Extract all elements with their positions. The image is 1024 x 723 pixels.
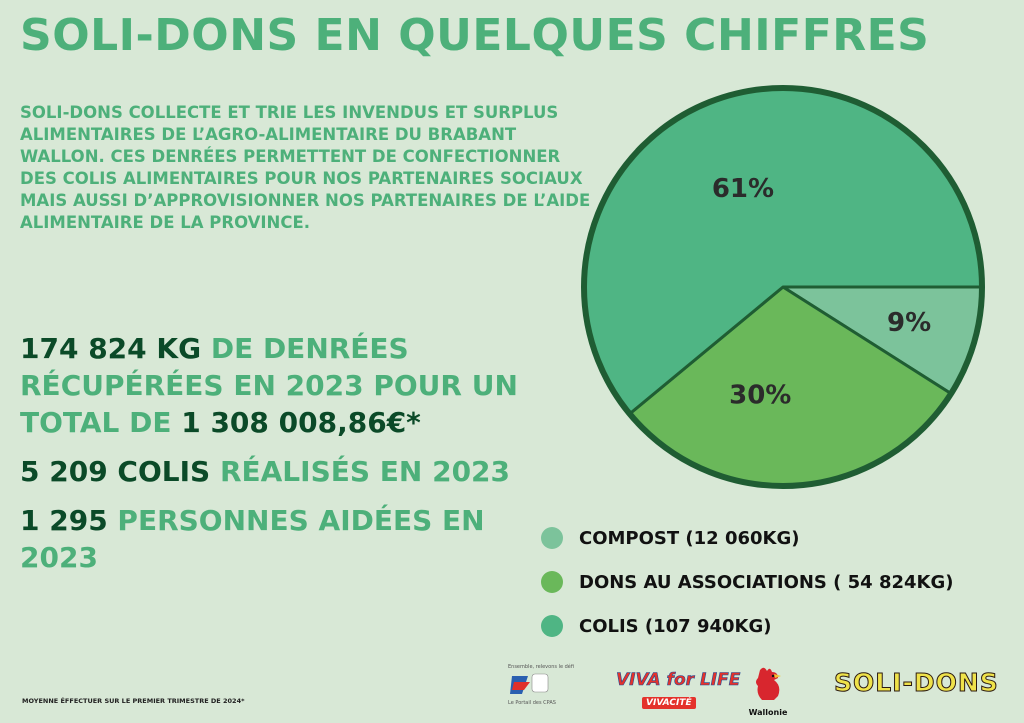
legend-item-colis: COLIS (107 940KG): [541, 604, 954, 648]
vivacite-text: VIVACITÉ: [642, 697, 696, 709]
cpas-sub: Le Portail des CPAS: [508, 700, 556, 706]
vivaforlife-text: VIVA for LIFE: [616, 670, 741, 691]
rooster-icon: [756, 667, 781, 700]
stat-personnes: 1 295 PERSONNES AIDÉES EN 2023: [20, 502, 560, 576]
legend-swatch-compost: [541, 527, 563, 549]
legend-item-compost: COMPOST (12 060KG): [541, 516, 954, 560]
stat-tonnage-text: DE DENRÉES RÉCUPÉRÉES EN 2023 POUR UN TO…: [20, 332, 518, 439]
legend-swatch-colis: [541, 615, 563, 637]
pie-chart: 9% 30% 61%: [581, 85, 985, 489]
stat-tonnage-total: 1 308 008,86€*: [181, 406, 421, 439]
stat-colis-value: 5 209 COLIS: [20, 455, 211, 488]
stats-block: 174 824 KG DE DENRÉES RÉCUPÉRÉES EN 2023…: [20, 330, 560, 576]
chart-legend: COMPOST (12 060KG) DONS AU ASSOCIATIONS …: [541, 516, 954, 648]
stat-personnes-value: 1 295: [20, 504, 108, 537]
vivaforlife-logo: VIVA for LIFE VIVACITÉ: [616, 670, 741, 712]
footnote: MOYENNE ÉFFECTUER SUR LE PREMIER TRIMEST…: [22, 697, 245, 705]
stat-personnes-text: PERSONNES AIDÉES EN 2023: [20, 504, 485, 574]
pie-outline: [581, 85, 985, 489]
solidons-logo: SOLI-DONS: [834, 668, 999, 698]
legend-swatch-dons: [541, 571, 563, 593]
cpas-logo: Ensemble, relevons le défi Le Portail de…: [508, 664, 575, 710]
cpas-emblem-icon: [510, 673, 549, 694]
stat-tonnage: 174 824 KG DE DENRÉES RÉCUPÉRÉES EN 2023…: [20, 330, 560, 441]
page-title: SOLI-DONS EN QUELQUES CHIFFRES: [20, 10, 930, 61]
intro-text: SOLI-DONS COLLECTE ET TRIE LES INVENDUS …: [20, 103, 591, 232]
stat-tonnage-value: 174 824 KG: [20, 332, 202, 365]
pie-label-1: 30%: [729, 381, 791, 411]
stat-colis: 5 209 COLIS RÉALISÉS EN 2023: [20, 453, 560, 490]
cpas-caption: Ensemble, relevons le défi: [508, 664, 575, 670]
wallonie-text: Wallonie: [748, 708, 788, 717]
pie-label-2: 61%: [712, 174, 774, 204]
legend-label-dons: DONS AU ASSOCIATIONS ( 54 824KG): [579, 571, 954, 593]
pie-label-0: 9%: [887, 308, 931, 338]
legend-item-dons: DONS AU ASSOCIATIONS ( 54 824KG): [541, 560, 954, 604]
partner-logos: Ensemble, relevons le défi Le Portail de…: [500, 660, 1010, 720]
legend-label-colis: COLIS (107 940KG): [579, 615, 772, 637]
stat-colis-text: RÉALISÉS EN 2023: [210, 455, 511, 488]
wallonie-logo: Wallonie: [746, 664, 790, 718]
legend-label-compost: COMPOST (12 060KG): [579, 527, 800, 549]
